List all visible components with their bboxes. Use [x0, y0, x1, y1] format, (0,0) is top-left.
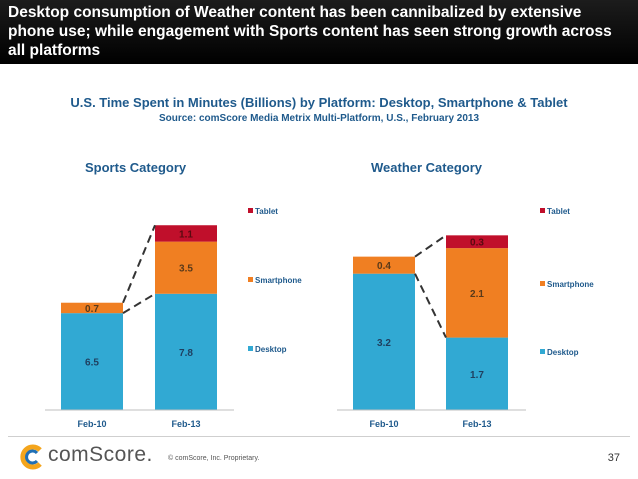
weather-connector-total	[414, 234, 447, 258]
weather-tick-feb-13: Feb-13	[462, 419, 491, 429]
header-bar: Desktop consumption of Weather content h…	[0, 0, 638, 64]
copyright-text: © comScore, Inc. Proprietary.	[168, 455, 260, 462]
sports-bar-desktop-feb-13	[155, 293, 217, 410]
sports-legend-tablet: Tablet	[255, 207, 278, 216]
weather-bar-tablet-feb-13	[446, 235, 508, 249]
weather-legend-desktop: Desktop	[547, 348, 579, 357]
sports-bar-desktop-feb-10	[61, 313, 123, 410]
weather-legend-tablet: Tablet	[547, 207, 570, 216]
comscore-logo: comScore.	[18, 441, 152, 473]
weather-label-desktop-feb-10: 3.2	[377, 338, 391, 349]
sports-legend-swatch-desktop	[248, 346, 253, 351]
page-number: 37	[607, 452, 620, 464]
sports-legend-swatch-smartphone	[248, 277, 253, 282]
weather-legend-swatch-smartphone	[540, 281, 545, 286]
weather-chart-title: Weather Category	[371, 160, 483, 175]
sports-legend-desktop: Desktop	[255, 345, 287, 354]
chart-source: Source: comScore Media Metrix Multi-Plat…	[158, 113, 480, 124]
sports-tick-feb-13: Feb-13	[171, 419, 200, 429]
sports-bar-smartphone-feb-10	[61, 302, 123, 314]
footer-divider	[8, 436, 630, 437]
weather-label-desktop-feb-13: 1.7	[470, 370, 484, 381]
weather-legend-swatch-tablet	[540, 208, 545, 213]
weather-legend-smartphone: Smartphone	[547, 280, 594, 289]
chart-subtitle: U.S. Time Spent in Minutes (Billions) by…	[70, 95, 568, 110]
weather-bar-smartphone-feb-10	[353, 256, 415, 274]
sports-chart-title: Sports Category	[85, 160, 187, 175]
sports-tick-feb-10: Feb-10	[77, 419, 106, 429]
comscore-logo-icon	[20, 444, 42, 470]
sports-bar-smartphone-feb-13	[155, 241, 217, 294]
slide-title: Desktop consumption of Weather content h…	[8, 4, 612, 59]
logo-wordmark: comScore.	[48, 443, 153, 466]
sports-label-smartphone-feb-13: 3.5	[179, 264, 193, 275]
sports-label-desktop-feb-10: 6.5	[85, 358, 99, 369]
sports-label-smartphone-feb-10: 0.7	[85, 304, 99, 315]
weather-bar-smartphone-feb-13	[446, 248, 508, 338]
sports-connector-total	[122, 224, 156, 304]
weather-label-tablet-feb-13: 0.3	[470, 238, 484, 249]
sports-bar-tablet-feb-13	[155, 225, 217, 242]
sports-connector-desktop	[122, 292, 156, 315]
weather-label-smartphone-feb-10: 0.4	[377, 261, 391, 272]
weather-tick-feb-10: Feb-10	[369, 419, 398, 429]
sports-label-tablet-feb-13: 1.1	[179, 229, 193, 240]
sports-legend-swatch-tablet	[248, 208, 253, 213]
weather-bar-desktop-feb-13	[446, 337, 508, 410]
weather-connector-desktop	[414, 273, 447, 339]
weather-legend-swatch-desktop	[540, 349, 545, 354]
sports-label-desktop-feb-13: 7.8	[179, 348, 193, 359]
weather-bar-desktop-feb-10	[353, 273, 415, 410]
sports-legend-smartphone: Smartphone	[255, 276, 302, 285]
weather-label-smartphone-feb-13: 2.1	[470, 289, 484, 300]
